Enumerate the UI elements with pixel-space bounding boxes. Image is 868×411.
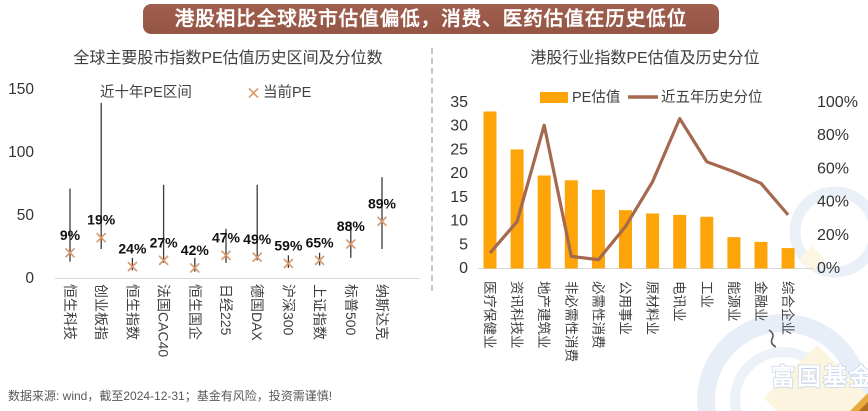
percentile-label: 19% [87,212,116,228]
category-label: 非必需性消费 [563,281,578,362]
pe-bar [673,214,687,269]
category-label: 综合企业 [780,281,796,335]
current-pe-marker [158,255,169,266]
current-pe-marker [64,247,76,258]
current-pe-marker [345,238,356,250]
pe-bar [483,111,497,269]
category-label: 电讯业 [672,281,687,322]
category-label: 创业板指 [93,284,109,340]
legend-current-label: 当前PE [263,84,312,101]
watermark-ring-small [789,186,868,278]
right-chart-title: 港股行业指数PE估值及历史分位 [530,49,759,67]
left-axis-tick: 30 [450,118,468,135]
y-axis-tick: 50 [17,207,35,224]
percentile-label: 65% [306,234,335,250]
y-axis-tick: 150 [8,81,34,98]
category-label: 金融业 [753,281,768,322]
legend-line-label: 近五年历史分位 [661,89,763,106]
pe-bar [619,210,632,269]
left-axis-tick: 0 [459,260,468,277]
pe-bar [591,189,605,269]
percentile-label: 42% [181,242,210,258]
chart-divider [431,48,433,291]
gold-corner-inner [859,402,868,411]
pe-bar [754,241,768,269]
left-axis-tick: 15 [450,189,468,206]
right-axis-tick: 20% [817,227,849,244]
page-title: 港股相比全球股市估值偏低，消费、医药估值在历史低位 [143,4,719,34]
pe-bar [510,149,524,269]
left-axis-tick: 35 [450,94,468,111]
category-label: 工业 [699,281,714,308]
watermark-diamond-large [764,345,868,411]
category-label: 恒生科技 [62,284,78,340]
y-axis-tick: 0 [25,270,34,287]
current-pe-marker [127,261,138,272]
category-label: 必需性消费 [590,281,605,349]
category-label: 原材料业 [645,281,660,335]
legend-bar-label: PE估值 [572,89,620,106]
category-label: 沪深300 [280,284,296,336]
current-pe-marker [283,258,294,269]
current-pe-marker [376,216,388,227]
watermark-diamond-small [799,246,825,272]
pe-bar [537,175,551,269]
category-label: 能源业 [726,281,741,322]
category-label: 资讯科技业 [509,281,524,349]
current-pe-marker [220,250,232,261]
category-label: 恒生指数 [124,284,140,340]
percentile-label: 89% [368,195,397,211]
left-axis-tick: 20 [450,165,468,182]
percentile-label: 59% [274,238,303,254]
percentile-line [488,116,790,262]
right-axis-tick: 100% [817,94,858,111]
category-label: 恒生国企 [187,284,203,340]
percentile-label: 49% [243,231,272,247]
category-label: 医疗保健业 [482,281,497,349]
pe-bar [781,248,795,269]
percentile-label: 27% [150,234,179,250]
right-axis-tick: 80% [817,127,849,144]
category-label: 上证指数 [312,284,328,340]
left-axis-tick: 5 [459,236,468,253]
percentile-label: 88% [337,218,366,234]
category-label: 公用事业 [618,281,633,335]
current-pe-marker [96,232,107,243]
right-axis-tick: 40% [817,194,849,211]
category-label: 德国DAX [249,284,265,341]
ink-mark-icon [768,329,777,348]
pe-bar [727,237,741,269]
category-label: 标普500 [343,284,359,336]
left-axis-tick: 25 [450,141,468,158]
y-axis-tick: 100 [8,144,34,161]
source-note: 数据来源: wind，截至2024-12-31；基金有风险，投资需谨慎! [8,389,333,403]
category-label: 地产建筑业 [536,281,551,349]
percentile-label: 24% [118,241,147,257]
current-pe-marker [314,255,325,266]
percentile-label: 47% [212,229,241,245]
category-label: 日经225 [218,284,234,336]
left-axis-tick: 10 [450,213,468,230]
current-pe-marker [252,252,263,263]
pe-bar [646,213,660,269]
category-label: 法国CAC40 [156,284,172,357]
left-chart-title: 全球主要股市指数PE估值历史区间及分位数 [73,49,382,67]
pe-bar [700,216,714,269]
current-pe-marker [189,262,200,274]
legend-x-marker-icon [248,87,259,99]
legend-bar-swatch [540,92,568,103]
watermark-logo-text: 富国基金 [771,363,868,391]
legend-range-label: 近十年PE区间 [100,84,192,101]
right-axis-tick: 60% [817,160,849,177]
right-axis-tick: 0% [817,260,840,277]
percentile-label: 9% [60,227,81,243]
hk-industry-pe-chart: 港股行业指数PE估值及历史分位 PE估值 近五年历史分位 0 5 10 15 20 25 30 35… [450,49,858,362]
category-label: 纳斯达克 [374,284,390,340]
